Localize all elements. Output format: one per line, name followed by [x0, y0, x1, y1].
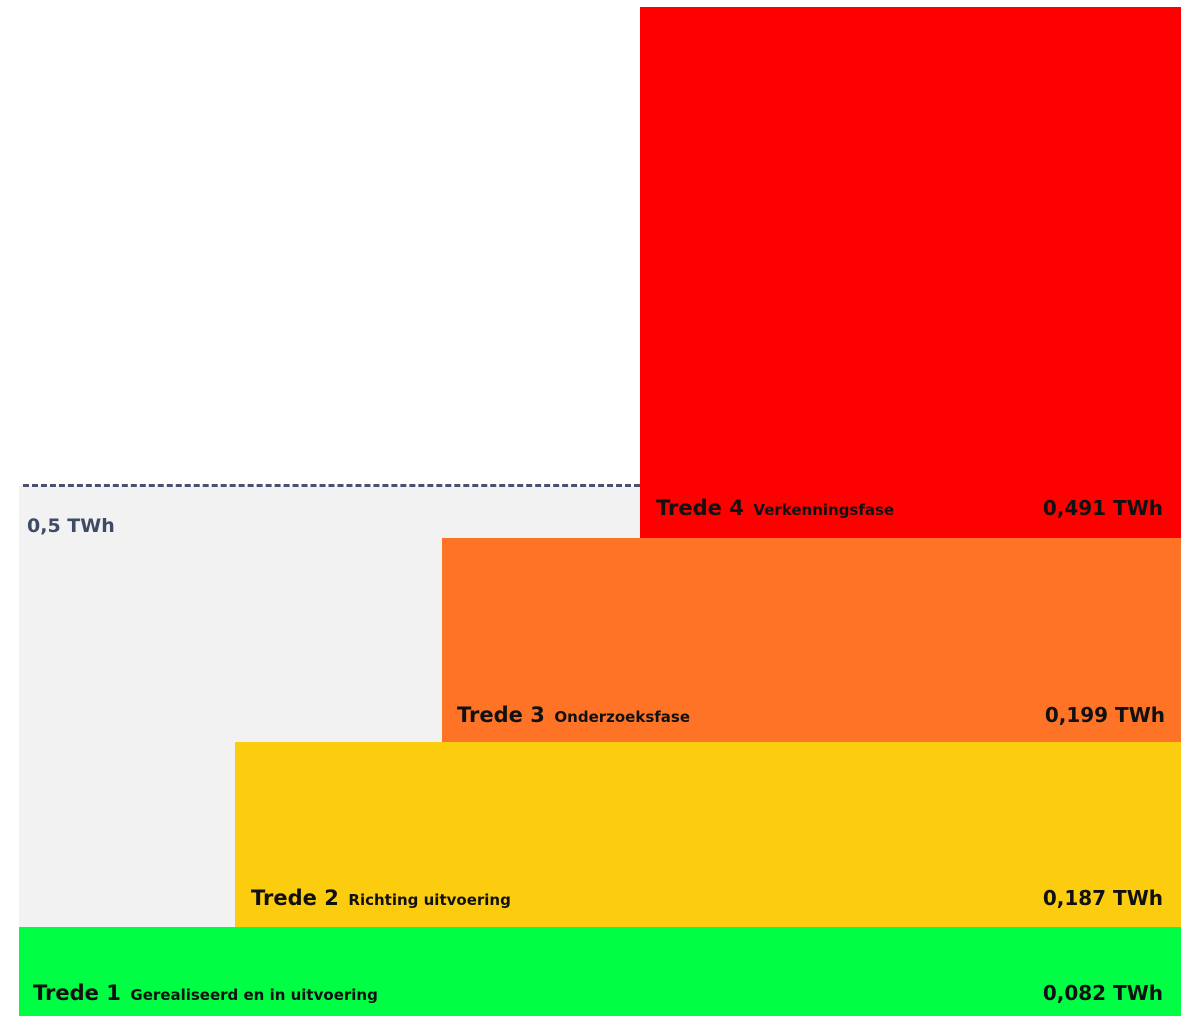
step-2-block [235, 742, 1181, 927]
step-2-name: Trede 2 [251, 886, 339, 910]
step-1-name: Trede 1 [33, 981, 121, 1005]
step-4-block [640, 7, 1181, 538]
step-3-block [442, 538, 1181, 742]
step-2-value: 0,187 TWh [1042, 886, 1163, 910]
step-1-label: Trede 1 Gerealiseerd en in uitvoering [33, 981, 378, 1005]
step-3-name: Trede 3 [457, 703, 545, 727]
step-2-phase: Richting uitvoering [348, 891, 511, 909]
step-1-block [19, 927, 1181, 1016]
step-4-value: 0,491 TWh [1042, 496, 1163, 520]
target-label: 0,5 TWh [27, 515, 115, 537]
step-4-label: Trede 4 Verkenningsfase [656, 496, 894, 520]
step-3-label: Trede 3 Onderzoeksfase [457, 703, 690, 727]
step-4-name: Trede 4 [656, 496, 744, 520]
step-4-phase: Verkenningsfase [753, 501, 895, 519]
step-3-phase: Onderzoeksfase [554, 708, 691, 726]
step-2-label: Trede 2 Richting uitvoering [251, 886, 511, 910]
step-3-value: 0,199 TWh [1044, 703, 1165, 727]
step-1-value: 0,082 TWh [1042, 981, 1163, 1005]
step-1-phase: Gerealiseerd en in uitvoering [130, 986, 378, 1004]
target-dashed-line [23, 484, 640, 487]
